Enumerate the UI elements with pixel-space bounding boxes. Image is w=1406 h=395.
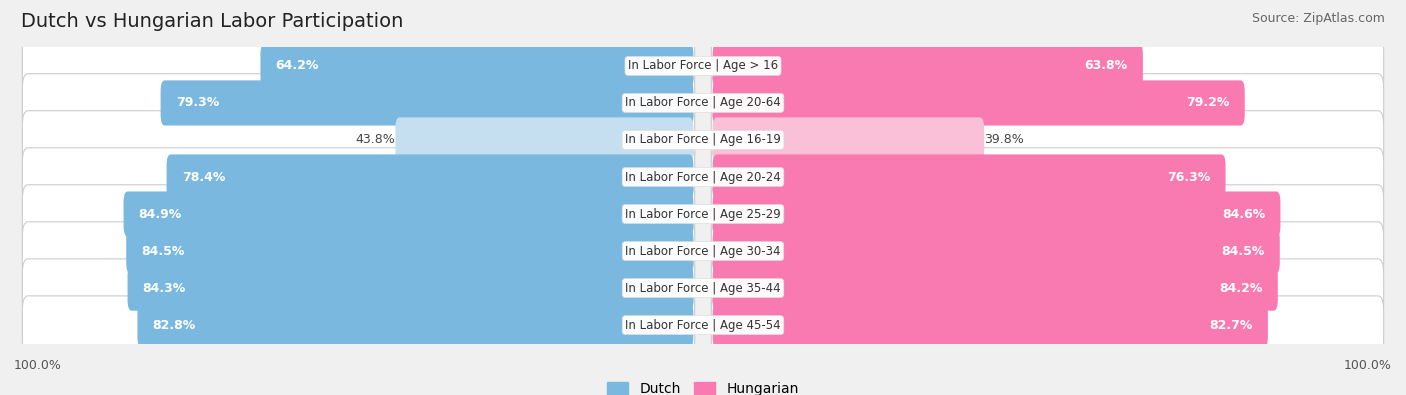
Text: In Labor Force | Age > 16: In Labor Force | Age > 16 bbox=[628, 59, 778, 72]
Text: 84.5%: 84.5% bbox=[142, 245, 184, 258]
Text: 84.3%: 84.3% bbox=[142, 282, 186, 295]
Text: Source: ZipAtlas.com: Source: ZipAtlas.com bbox=[1251, 12, 1385, 25]
FancyBboxPatch shape bbox=[711, 74, 1384, 132]
FancyBboxPatch shape bbox=[713, 228, 1279, 274]
FancyBboxPatch shape bbox=[711, 185, 1384, 243]
FancyBboxPatch shape bbox=[260, 43, 693, 88]
FancyBboxPatch shape bbox=[711, 148, 1384, 206]
Text: 79.2%: 79.2% bbox=[1187, 96, 1230, 109]
FancyBboxPatch shape bbox=[713, 192, 1281, 237]
Text: 39.8%: 39.8% bbox=[984, 134, 1024, 147]
FancyBboxPatch shape bbox=[22, 111, 695, 169]
FancyBboxPatch shape bbox=[713, 154, 1226, 199]
Text: Dutch vs Hungarian Labor Participation: Dutch vs Hungarian Labor Participation bbox=[21, 12, 404, 31]
FancyBboxPatch shape bbox=[713, 265, 1278, 311]
Text: 84.6%: 84.6% bbox=[1222, 207, 1265, 220]
FancyBboxPatch shape bbox=[711, 222, 1384, 280]
Text: 100.0%: 100.0% bbox=[14, 359, 62, 372]
FancyBboxPatch shape bbox=[711, 296, 1384, 354]
Text: In Labor Force | Age 30-34: In Labor Force | Age 30-34 bbox=[626, 245, 780, 258]
FancyBboxPatch shape bbox=[22, 222, 695, 280]
FancyBboxPatch shape bbox=[124, 192, 693, 237]
Text: In Labor Force | Age 45-54: In Labor Force | Age 45-54 bbox=[626, 319, 780, 332]
FancyBboxPatch shape bbox=[395, 117, 693, 163]
Text: 43.8%: 43.8% bbox=[356, 134, 395, 147]
FancyBboxPatch shape bbox=[160, 80, 693, 126]
Text: 82.8%: 82.8% bbox=[153, 319, 195, 332]
Text: 76.3%: 76.3% bbox=[1167, 171, 1211, 184]
FancyBboxPatch shape bbox=[22, 296, 695, 354]
FancyBboxPatch shape bbox=[22, 185, 695, 243]
Text: In Labor Force | Age 20-64: In Labor Force | Age 20-64 bbox=[626, 96, 780, 109]
Text: 79.3%: 79.3% bbox=[176, 96, 219, 109]
FancyBboxPatch shape bbox=[713, 303, 1268, 348]
Text: 100.0%: 100.0% bbox=[1344, 359, 1392, 372]
FancyBboxPatch shape bbox=[128, 265, 693, 311]
FancyBboxPatch shape bbox=[22, 37, 695, 95]
FancyBboxPatch shape bbox=[22, 259, 695, 317]
Text: 84.2%: 84.2% bbox=[1219, 282, 1263, 295]
FancyBboxPatch shape bbox=[713, 43, 1143, 88]
Text: 78.4%: 78.4% bbox=[181, 171, 225, 184]
FancyBboxPatch shape bbox=[711, 259, 1384, 317]
Text: 63.8%: 63.8% bbox=[1084, 59, 1128, 72]
Text: 64.2%: 64.2% bbox=[276, 59, 319, 72]
Text: In Labor Force | Age 20-24: In Labor Force | Age 20-24 bbox=[626, 171, 780, 184]
Text: In Labor Force | Age 25-29: In Labor Force | Age 25-29 bbox=[626, 207, 780, 220]
FancyBboxPatch shape bbox=[713, 80, 1244, 126]
Text: In Labor Force | Age 16-19: In Labor Force | Age 16-19 bbox=[626, 134, 780, 147]
FancyBboxPatch shape bbox=[22, 74, 695, 132]
FancyBboxPatch shape bbox=[127, 228, 693, 274]
Text: In Labor Force | Age 35-44: In Labor Force | Age 35-44 bbox=[626, 282, 780, 295]
Legend: Dutch, Hungarian: Dutch, Hungarian bbox=[602, 377, 804, 395]
FancyBboxPatch shape bbox=[166, 154, 693, 199]
Text: 84.9%: 84.9% bbox=[139, 207, 181, 220]
FancyBboxPatch shape bbox=[713, 117, 984, 163]
FancyBboxPatch shape bbox=[22, 148, 695, 206]
FancyBboxPatch shape bbox=[138, 303, 693, 348]
FancyBboxPatch shape bbox=[711, 37, 1384, 95]
Text: 82.7%: 82.7% bbox=[1209, 319, 1253, 332]
FancyBboxPatch shape bbox=[711, 111, 1384, 169]
Text: 84.5%: 84.5% bbox=[1222, 245, 1264, 258]
